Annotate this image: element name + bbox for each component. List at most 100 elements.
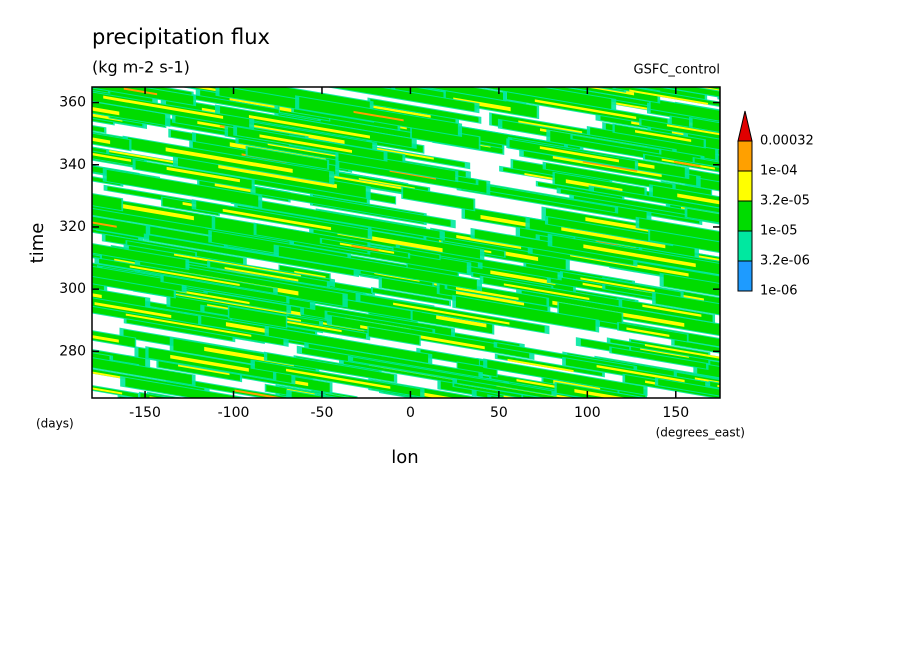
contour-fill (229, 306, 286, 328)
contour-fill (403, 187, 474, 211)
contour-fill (234, 389, 285, 398)
contour-fill (92, 275, 174, 298)
contour-fill (596, 364, 685, 383)
contour-fill (410, 423, 479, 445)
contour-fill (626, 327, 670, 338)
contour-fill (491, 66, 530, 78)
contour-fill (505, 70, 517, 74)
x-tick-label: 0 (406, 405, 415, 421)
contour-fill (149, 235, 354, 276)
contour-fill (558, 302, 622, 325)
contour-fill (92, 101, 166, 125)
contour-fill (694, 35, 773, 60)
contour-fill (358, 54, 500, 85)
contour-fill (123, 87, 158, 96)
colorbar-label: 3.2e-05 (760, 194, 810, 209)
x-tick-label: -100 (218, 405, 250, 421)
contour-fill (304, 170, 426, 194)
contour-fill (166, 166, 240, 183)
contour-fill (490, 65, 531, 79)
contour-fill (9, 159, 66, 180)
contour-fill (412, 417, 457, 427)
x-tick-label: 50 (490, 405, 508, 421)
contour-fill (92, 113, 123, 122)
contour-fill (391, 53, 492, 76)
contour-fill (606, 87, 609, 88)
contour-fill (331, 87, 475, 112)
contour-fill (572, 41, 676, 62)
contour-fill (236, 196, 440, 239)
contour-fill (285, 368, 391, 389)
contour-fill (190, 63, 271, 82)
contour-fill (125, 313, 252, 337)
contour-fill (580, 277, 655, 293)
contour-fill (138, 419, 184, 438)
colorbar-segment (737, 200, 753, 232)
colorbar-extend (737, 110, 753, 142)
contour-fill (474, 229, 634, 265)
contour-fill (322, 28, 490, 65)
x-units: (degrees_east) (656, 426, 745, 440)
y-units: (days) (36, 417, 74, 431)
contour-fill (487, 360, 644, 395)
contour-fill (92, 87, 194, 105)
contour-fill (412, 424, 478, 443)
contour-fill (92, 147, 186, 166)
contour-fill (268, 327, 429, 363)
contour-fill (677, 193, 720, 205)
contour-fill (92, 133, 130, 150)
contour-fill (490, 270, 556, 285)
contour-fill (610, 338, 720, 362)
contour-fill (92, 221, 117, 228)
contour-fill (364, 405, 505, 438)
contour-fill (545, 163, 673, 191)
x-axis-label: lon (391, 447, 418, 468)
contour-fill (673, 160, 701, 168)
contour-fill (534, 99, 637, 120)
contour-fill (736, 347, 822, 367)
contour-fill (503, 395, 520, 398)
contour-fill (92, 281, 104, 293)
contour-fill (165, 375, 298, 398)
contour-fill (218, 164, 337, 189)
contour-fill (13, 59, 92, 82)
contour-fill (475, 87, 617, 111)
contour-fill (515, 425, 565, 444)
contour-fill (644, 343, 720, 359)
contour-fill (282, 48, 369, 66)
contour-fill (455, 290, 525, 306)
contour-fill (712, 41, 762, 53)
contour-fill (517, 426, 565, 443)
contour-fill (384, 412, 473, 430)
contour-fill (643, 87, 646, 88)
contour-fill (92, 293, 102, 299)
contour-fill (387, 51, 500, 77)
contour-fill (426, 87, 504, 100)
contour-fill (368, 327, 420, 345)
contour-fill (140, 393, 170, 398)
contour-fill (504, 67, 555, 78)
contour-fill (663, 274, 720, 296)
contour-fill (507, 358, 574, 373)
contour-fill (103, 95, 224, 119)
contour-fill (259, 134, 352, 153)
chart-title: precipitation flux (92, 25, 270, 49)
contour-fill (687, 208, 720, 223)
contour-fill (487, 394, 510, 398)
contour-fill (188, 410, 222, 419)
contour-fill (44, 125, 86, 142)
contour-fill (37, 65, 87, 77)
contour-fill (572, 135, 660, 154)
x-tick-label: 150 (662, 405, 689, 421)
contour-fill (47, 130, 74, 138)
contour-fill (353, 110, 404, 122)
contour-fill (639, 218, 720, 242)
contour-fill (758, 371, 787, 378)
contour-fill (227, 120, 345, 145)
contour-fill (469, 47, 641, 86)
contour-fill (220, 47, 342, 74)
contour-fill (717, 93, 720, 100)
contour-fill (717, 384, 720, 388)
contour-fill (584, 87, 635, 96)
contour-fill (650, 229, 720, 253)
